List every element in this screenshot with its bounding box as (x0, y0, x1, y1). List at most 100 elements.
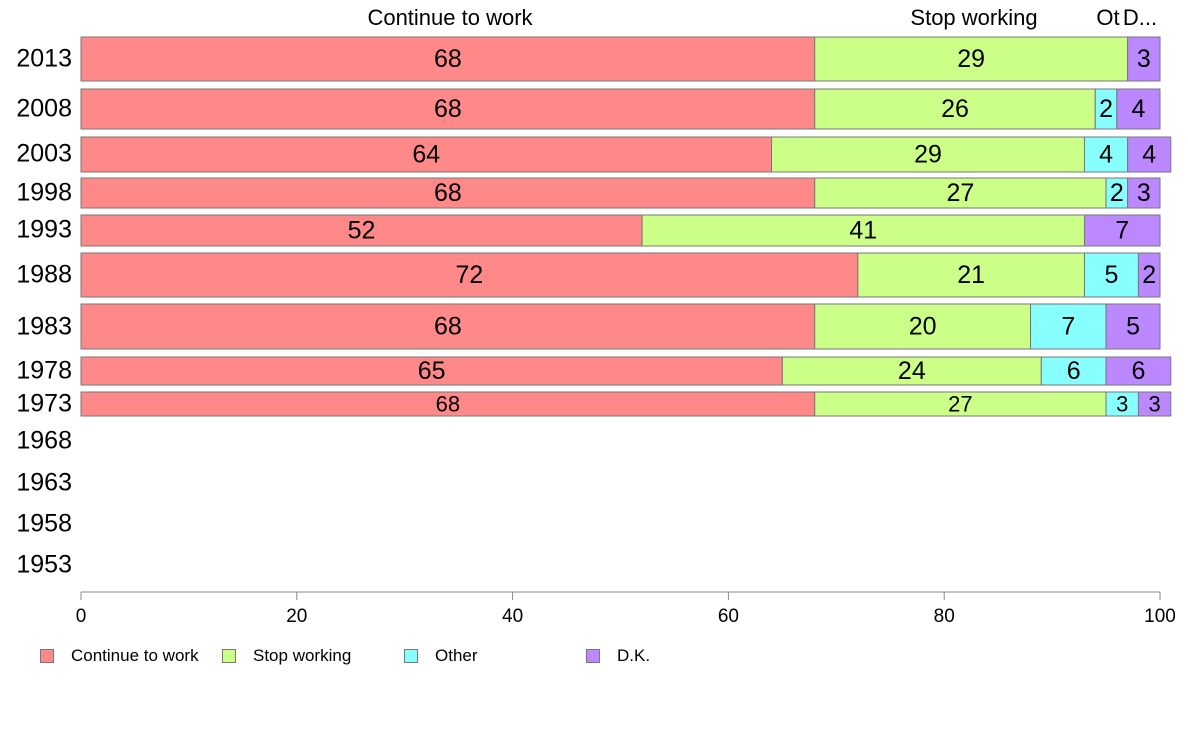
legend-label-dk: D.K. (617, 646, 651, 665)
data-label-1973-other: 3 (1116, 392, 1128, 417)
x-axis: 0 20 40 60 80 100 (76, 591, 1176, 627)
data-label-1983-stop-working: 20 (909, 313, 937, 341)
data-label-2008-continue-to-work: 68 (434, 95, 462, 123)
bar-segment-1973-other (1105, 391, 1139, 417)
bar-segment-1973-d-k (1137, 391, 1172, 417)
data-label-1993-continue-to-work: 52 (348, 217, 376, 245)
y-tick-label-1963: 1963 (16, 469, 72, 497)
bar-segment-1978-d-k (1105, 356, 1172, 386)
bar-segment-2003-other (1083, 136, 1129, 173)
y-tick-label-1973: 1973 (16, 390, 72, 418)
bar-segment-2008-d-k (1116, 88, 1161, 130)
x-tick-label-20: 20 (286, 606, 307, 627)
bar-segment-1978-continue-to-work (80, 356, 783, 386)
x-tick-label-80: 80 (934, 606, 955, 627)
legend-label-other: Other (435, 646, 478, 665)
y-tick-label-2008: 2008 (16, 95, 72, 123)
data-label-1988-stop-working: 21 (957, 261, 985, 289)
bar-segment-1988-d-k (1137, 252, 1161, 298)
x-tick-label-40: 40 (502, 606, 523, 627)
top-label-0: Continue to work (367, 5, 533, 30)
data-label-2008-stop-working: 26 (941, 95, 969, 123)
bar-segment-1998-stop-working (814, 177, 1107, 209)
top-label-3: D... (1123, 5, 1157, 30)
bar-segment-1973-continue-to-work (80, 391, 816, 417)
bar-segment-1998-d-k (1127, 177, 1161, 209)
data-label-1988-other: 5 (1104, 261, 1118, 289)
bar-segment-2013-d-k (1127, 36, 1161, 82)
legend-swatch-continue-to-work (40, 649, 54, 663)
bars: 68 29 368 26 2 464 29 4 468 27 2 352 41 772 21 5 268 20 7 5… (80, 36, 1172, 417)
data-label-1983-continue-to-work: 68 (434, 313, 462, 341)
data-label-2003-stop-working: 29 (914, 141, 942, 169)
data-label-1998-other: 2 (1110, 179, 1124, 207)
bar-segment-2013-continue-to-work (80, 36, 816, 82)
y-tick-label-2013: 2013 (16, 45, 72, 73)
legend-item-dk: D.K. (586, 646, 650, 666)
legend-label-stop-working: Stop working (253, 646, 352, 665)
top-label-1: Stop working (910, 5, 1037, 30)
y-axis: 2013 2008 2003 1998 1993 1988 1983 1978 1973 1968… (16, 45, 72, 579)
bar-segment-1978-stop-working (781, 356, 1042, 386)
data-label-1978-stop-working: 24 (898, 357, 926, 385)
legend-swatch-dk (586, 649, 600, 663)
data-label-1983-other: 7 (1061, 313, 1075, 341)
bar-segment-2003-continue-to-work (80, 136, 773, 173)
data-label-1983-d-k: 5 (1126, 313, 1140, 341)
bar-segment-2003-stop-working (771, 136, 1085, 173)
top-labels: Continue to work Stop working Ot D... (367, 5, 1157, 30)
legend-item-other: Other (404, 646, 478, 666)
legend-label-continue-to-work: Continue to work (71, 646, 199, 665)
data-label-2003-other: 4 (1099, 141, 1113, 169)
legend-swatch-stop-working (222, 649, 236, 663)
bar-segment-1993-d-k (1083, 214, 1161, 247)
bar-segment-2008-continue-to-work (80, 88, 816, 130)
data-label-1973-stop-working: 27 (948, 392, 972, 417)
data-label-1998-stop-working: 27 (946, 179, 974, 207)
data-label-2003-d-k: 4 (1142, 141, 1156, 169)
data-label-1993-stop-working: 41 (849, 217, 877, 245)
bar-segment-1983-d-k (1105, 303, 1161, 350)
y-tick-label-1998: 1998 (16, 179, 72, 207)
y-tick-label-1958: 1958 (16, 510, 72, 538)
data-label-2013-continue-to-work: 68 (434, 45, 462, 73)
data-label-1993-d-k: 7 (1115, 217, 1129, 245)
bar-segment-1988-continue-to-work (80, 252, 859, 298)
bar-segment-2003-d-k (1127, 136, 1172, 173)
top-label-2: Ot (1096, 5, 1119, 30)
data-label-1978-continue-to-work: 65 (418, 357, 446, 385)
bar-segment-1993-continue-to-work (80, 214, 643, 247)
x-tick-label-60: 60 (718, 606, 739, 627)
bar-segment-1998-continue-to-work (80, 177, 816, 209)
data-label-1973-continue-to-work: 68 (436, 392, 460, 417)
data-label-2013-d-k: 3 (1137, 45, 1151, 73)
bar-segment-1978-other (1040, 356, 1107, 386)
data-label-1998-d-k: 3 (1137, 179, 1151, 207)
bar-segment-2013-stop-working (814, 36, 1129, 82)
legend-item-stop-working: Stop working (222, 646, 351, 666)
x-tick-label-100: 100 (1144, 606, 1176, 627)
y-tick-label-1993: 1993 (16, 216, 72, 244)
x-tick-label-0: 0 (76, 606, 87, 627)
y-tick-label-2003: 2003 (16, 140, 72, 168)
data-label-1973-d-k: 3 (1148, 392, 1160, 417)
data-label-1988-d-k: 2 (1142, 261, 1156, 289)
data-label-1978-d-k: 6 (1131, 357, 1145, 385)
data-label-2003-continue-to-work: 64 (412, 141, 440, 169)
data-label-1978-other: 6 (1067, 357, 1081, 385)
legend-item-continue-to-work: Continue to work (40, 646, 199, 666)
y-tick-label-1968: 1968 (16, 427, 72, 455)
y-tick-label-1988: 1988 (16, 261, 72, 289)
y-tick-label-1983: 1983 (16, 313, 72, 341)
bar-segment-1983-stop-working (814, 303, 1032, 350)
data-label-2013-stop-working: 29 (957, 45, 985, 73)
data-label-2008-d-k: 4 (1131, 95, 1145, 123)
data-label-1998-continue-to-work: 68 (434, 179, 462, 207)
y-tick-label-1978: 1978 (16, 357, 72, 385)
legend-swatch-other (404, 649, 418, 663)
data-label-2008-other: 2 (1099, 95, 1113, 123)
bar-segment-1988-stop-working (857, 252, 1085, 298)
y-tick-label-1953: 1953 (16, 551, 72, 579)
bar-segment-1983-other (1030, 303, 1107, 350)
